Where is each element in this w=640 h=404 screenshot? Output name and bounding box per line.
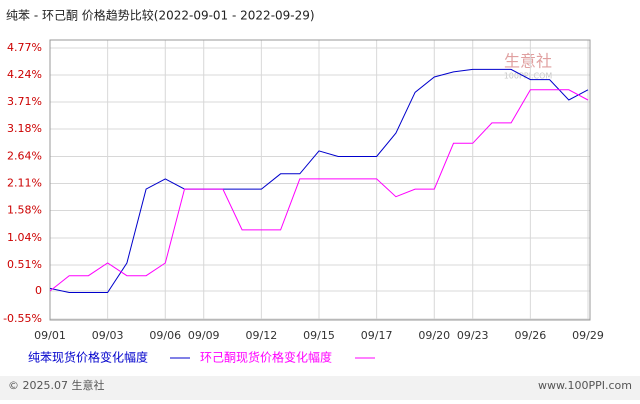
footer-right: www.100PPI.com [538,379,632,392]
watermark: 生意社 [504,52,552,71]
y-tick-label: -0.55% [3,312,42,325]
y-tick-label: 1.04% [7,231,42,244]
x-tick-label: 09/26 [515,329,547,342]
plot-frame [49,39,591,321]
x-tick-label: 09/17 [361,329,393,342]
x-tick-label: 09/03 [92,329,124,342]
footer-left: © 2025.07 生意社 [8,378,104,392]
y-tick-label: 0.51% [7,258,42,271]
legend-label: 纯苯现货价格变化幅度 [28,350,148,365]
y-tick-label: 4.24% [7,68,42,81]
y-tick-label: 2.64% [7,150,42,163]
y-tick-label: 2.11% [7,177,42,190]
series-line [49,89,589,292]
x-tick-label: 09/09 [188,329,220,342]
x-tick-label: 09/29 [572,329,604,342]
y-tick-label: 4.77% [7,41,42,54]
x-tick-label: 09/15 [303,329,335,342]
chart-title: 纯苯 - 环己酮 价格趋势比较(2022-09-01 - 2022-09-29) [6,8,315,23]
y-tick-label: 3.18% [7,122,42,135]
series-line [49,68,589,293]
x-tick-label: 09/01 [34,329,66,342]
x-tick-label: 09/12 [246,329,278,342]
y-tick-label: 0 [35,284,42,297]
watermark-sub: 100PPI.COM [504,72,553,81]
x-tick-label: 09/20 [418,329,450,342]
legend-label: 环己酮现货价格变化幅度 [200,350,332,365]
x-tick-label: 09/06 [149,329,181,342]
y-tick-label: 3.71% [7,95,42,108]
y-tick-label: 1.58% [7,203,42,216]
x-tick-label: 09/23 [457,329,489,342]
footer-bar [0,376,640,400]
